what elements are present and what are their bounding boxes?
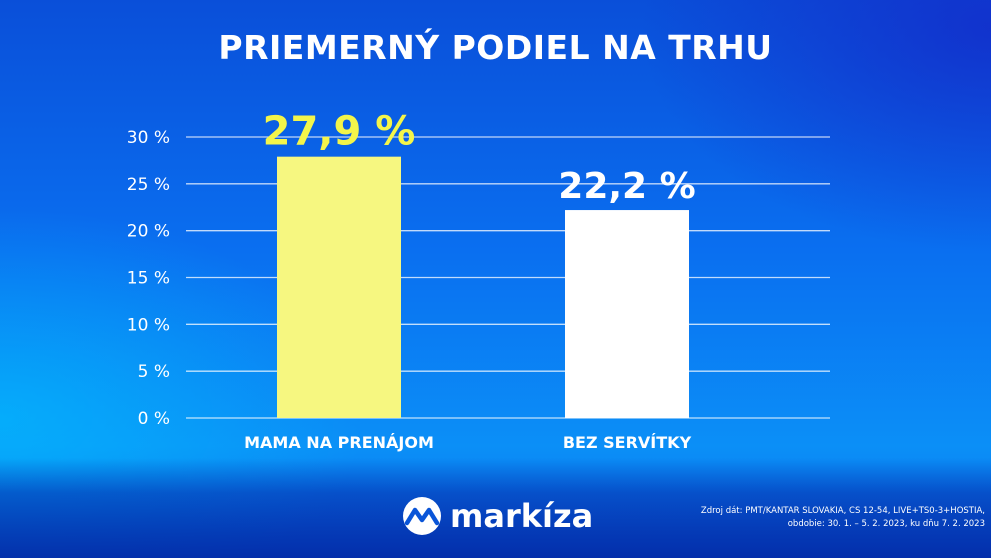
logo-text: markíza xyxy=(450,497,594,535)
bars xyxy=(277,156,689,419)
y-tick-label-5: 5 % xyxy=(138,362,170,382)
category-label-0: MAMA NA PRENÁJOM xyxy=(244,433,434,452)
y-tick-label-20: 20 % xyxy=(127,222,170,242)
bar-0 xyxy=(277,156,401,419)
y-tick-label-10: 10 % xyxy=(127,315,170,335)
source-note: Zdroj dát: PMT/KANTAR SLOVAKIA, CS 12-54… xyxy=(685,505,985,531)
footer-band xyxy=(0,458,991,558)
y-tick-label-30: 30 % xyxy=(127,128,170,148)
category-labels: MAMA NA PRENÁJOM BEZ SERVÍTKY xyxy=(244,433,691,452)
value-labels: 27,9 % 22,2 % xyxy=(263,109,696,207)
y-tick-label-15: 15 % xyxy=(127,269,170,289)
chart-title: PRIEMERNÝ PODIEL NA TRHU xyxy=(218,28,773,67)
y-tick-label-0: 0 % xyxy=(138,409,170,429)
markiza-logo-icon xyxy=(403,497,441,535)
source-line-2: obdobie: 30. 1. – 5. 2. 2023, ku dňu 7. … xyxy=(787,519,985,529)
y-tick-label-25: 25 % xyxy=(127,175,170,195)
bar-1 xyxy=(565,210,689,418)
y-axis-ticks: 0 % 5 % 10 % 15 % 20 % 25 % 30 % xyxy=(127,128,170,429)
bar-chart: 0 %5 %10 %15 %20 %25 %30 % 27,9 %22,2 % … xyxy=(127,108,696,452)
value-label-1: 22,2 % xyxy=(558,166,695,207)
source-line-1: Zdroj dát: PMT/KANTAR SLOVAKIA, CS 12-54… xyxy=(700,506,985,516)
category-label-1: BEZ SERVÍTKY xyxy=(563,433,692,452)
value-label-0: 27,9 % xyxy=(263,109,416,155)
markiza-logo: markíza xyxy=(402,494,593,538)
